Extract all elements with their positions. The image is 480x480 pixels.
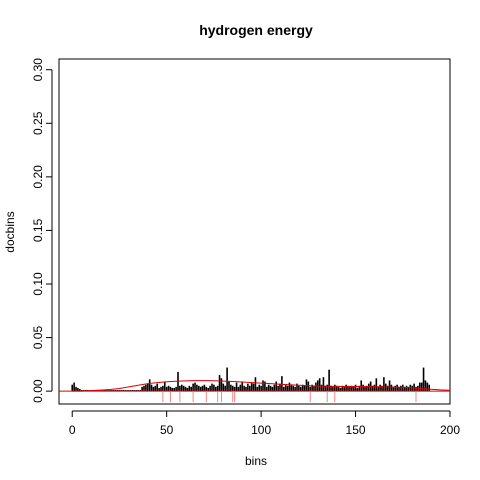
- plot-area: [58, 58, 451, 405]
- y-tick-label: 0.25: [31, 111, 45, 135]
- rug-marks: [162, 391, 417, 403]
- y-axis: 0.00 0.05 0.10 0.15 0.20 0.25 0.30: [31, 58, 53, 403]
- density-curve-line: [72, 380, 451, 392]
- y-tick-label: 0.05: [31, 326, 45, 350]
- x-tick-label: 200: [440, 423, 460, 437]
- x-tick-label: 50: [160, 423, 174, 437]
- x-tick-label: 100: [251, 423, 271, 437]
- x-axis-label: bins: [245, 454, 267, 468]
- y-tick-label: 0.10: [31, 272, 45, 296]
- x-tick-label: 0: [69, 423, 76, 437]
- y-axis-label: docbins: [3, 211, 17, 252]
- y-tick-label: 0.30: [31, 58, 45, 82]
- chart-title: hydrogen energy: [199, 22, 313, 38]
- y-tick-label: 0.15: [31, 218, 45, 242]
- y-tick-label: 0.20: [31, 165, 45, 189]
- x-axis: 0 50 100 150 200: [69, 410, 460, 437]
- x-tick-label: 150: [346, 423, 366, 437]
- y-tick-label: 0.00: [31, 379, 45, 403]
- density-curve: [72, 380, 451, 392]
